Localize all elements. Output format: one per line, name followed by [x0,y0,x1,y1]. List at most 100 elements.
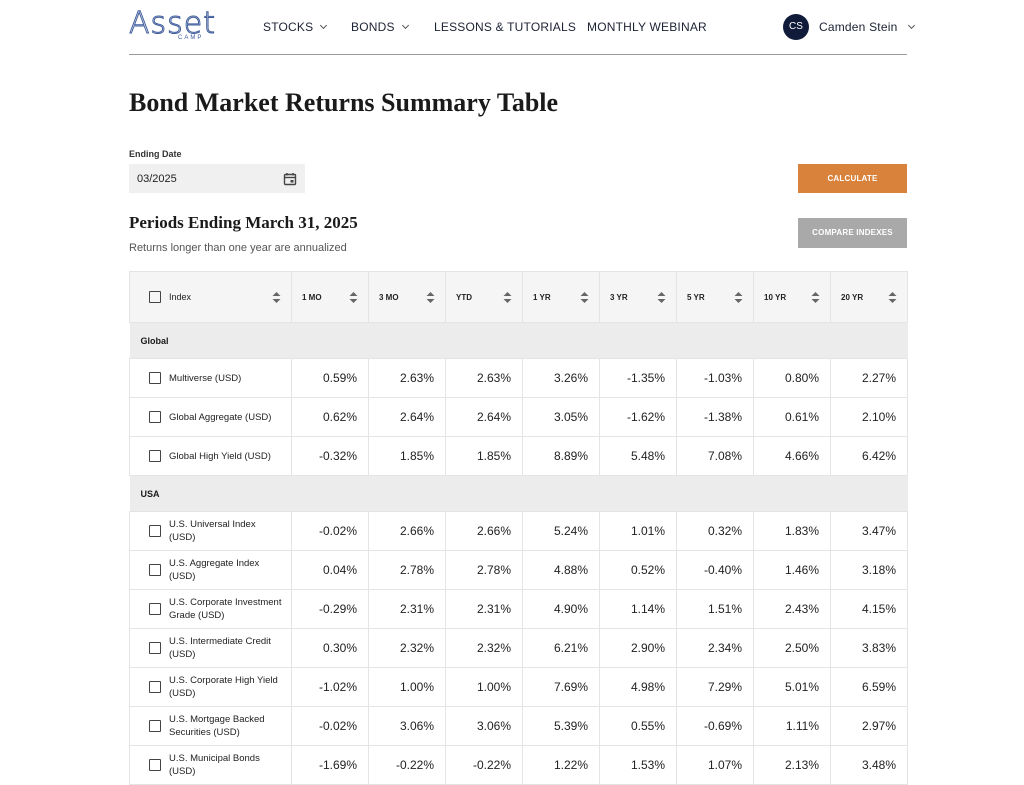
index-name: U.S. Universal Index (USD) [169,519,256,543]
return-cell: 0.32% [676,511,754,551]
return-cell: -1.38% [676,397,754,437]
return-cell: 0.30% [291,628,369,668]
sort-icon[interactable] [503,291,512,304]
return-cell: 7.08% [676,436,754,476]
return-cell: 3.05% [522,397,600,437]
avatar[interactable]: CS [783,14,809,40]
data-row: U.S. Corporate Investment Grade (USD) -0.… [129,589,908,629]
index-cell: Global Aggregate (USD) [129,397,292,437]
data-row: U.S. Mortgage Backed Securities (USD) -0.… [129,706,908,746]
nav-label: STOCKS [263,20,314,34]
column-header: 1 MO [291,271,369,323]
sort-icon[interactable] [580,291,589,304]
column-label: YTD [456,292,472,302]
checkbox[interactable] [149,642,161,654]
return-cell: 5.39% [522,706,600,746]
header-row: Index 1 MO 3 MO YTD 1 YR 3 YR 5 YR 10 YR 20 YR [129,271,908,323]
return-cell: 3.06% [368,706,446,746]
column-label: 1 YR [533,292,551,302]
return-cell: -1.69% [291,745,369,785]
return-cell: 2.97% [830,706,908,746]
return-cell: 2.43% [753,589,831,629]
checkbox[interactable] [149,681,161,693]
column-header: 20 YR [830,271,908,323]
return-cell: 3.47% [830,511,908,551]
return-cell: 2.64% [368,397,446,437]
return-cell: 0.55% [599,706,677,746]
logo[interactable]: Asset [128,6,217,42]
user-menu[interactable]: Camden Stein [819,20,916,34]
nav-label: MONTHLY WEBINAR [587,20,707,34]
date-value: 03/2025 [137,173,177,185]
user-name: Camden Stein [819,20,898,34]
sort-icon[interactable] [734,291,743,304]
index-name: U.S. Corporate Investment Grade (USD) [169,597,282,621]
compare-button[interactable]: COMPARE INDEXES [798,218,907,248]
return-cell: 6.42% [830,436,908,476]
return-cell: 4.66% [753,436,831,476]
checkbox[interactable] [149,450,161,462]
period-title: Periods Ending March 31, 2025 [129,213,358,232]
checkbox[interactable] [149,720,161,732]
index-cell: U.S. Municipal Bonds (USD) [129,745,292,785]
return-cell: 1.22% [522,745,600,785]
checkbox[interactable] [149,564,161,576]
column-header: 3 MO [368,271,446,323]
index-cell: U.S. Aggregate Index (USD) [129,550,292,590]
calculate-button[interactable]: CALCULATE [798,164,907,193]
checkbox[interactable] [149,372,161,384]
chevron [401,21,409,30]
calendar-icon[interactable] [283,172,297,186]
chevron [908,21,916,30]
return-cell: 3.18% [830,550,908,590]
return-cell: -1.35% [599,358,677,398]
return-cell: 2.27% [830,358,908,398]
column-label: 10 YR [764,292,787,302]
nav-item[interactable]: LESSONS & TUTORIALS [434,20,576,34]
return-cell: 6.21% [522,628,600,668]
return-cell: 5.24% [522,511,600,551]
page-title: Bond Market Returns Summary Table [129,88,559,117]
return-cell: 1.07% [676,745,754,785]
sort-icon[interactable] [657,291,666,304]
checkbox[interactable] [149,759,161,771]
return-cell: 2.90% [599,628,677,668]
return-cell: -1.03% [676,358,754,398]
sort-icon[interactable] [888,291,897,304]
date-input[interactable]: 03/2025 [129,164,305,193]
column-header: 3 YR [599,271,677,323]
nav-item[interactable]: STOCKS [263,20,328,34]
return-cell: 4.98% [599,667,677,707]
table-body: Global Multiverse (USD) 0.59% 2.63% 2.63% 3.2… [129,322,908,785]
return-cell: 1.00% [368,667,446,707]
index-name: U.S. Corporate High Yield (USD) [169,675,278,699]
checkbox[interactable] [149,291,161,303]
checkbox[interactable] [149,411,161,423]
return-cell: 3.83% [830,628,908,668]
return-cell: 8.89% [522,436,600,476]
checkbox[interactable] [149,525,161,537]
sort-icon[interactable] [272,291,281,304]
return-cell: 2.32% [368,628,446,668]
column-label: Index [169,292,192,302]
index-cell: U.S. Mortgage Backed Securities (USD) [129,706,292,746]
return-cell: -0.22% [445,745,523,785]
column-label: 5 YR [687,292,705,302]
sort-icon[interactable] [349,291,358,304]
index-name: Global Aggregate (USD) [169,411,272,423]
return-cell: -0.69% [676,706,754,746]
nav-item[interactable]: BONDS [351,20,409,34]
data-row: U.S. Intermediate Credit (USD) 0.30% 2.32%… [129,628,908,668]
index-cell: Multiverse (USD) [129,358,292,398]
return-cell: -0.02% [291,706,369,746]
return-cell: 3.48% [830,745,908,785]
nav-item[interactable]: MONTHLY WEBINAR [587,20,707,34]
return-cell: -1.02% [291,667,369,707]
return-cell: -0.32% [291,436,369,476]
column-label: 3 YR [610,292,628,302]
sort-icon[interactable] [426,291,435,304]
return-cell: 2.31% [445,589,523,629]
sort-icon[interactable] [811,291,820,304]
return-cell: 4.15% [830,589,908,629]
checkbox[interactable] [149,603,161,615]
